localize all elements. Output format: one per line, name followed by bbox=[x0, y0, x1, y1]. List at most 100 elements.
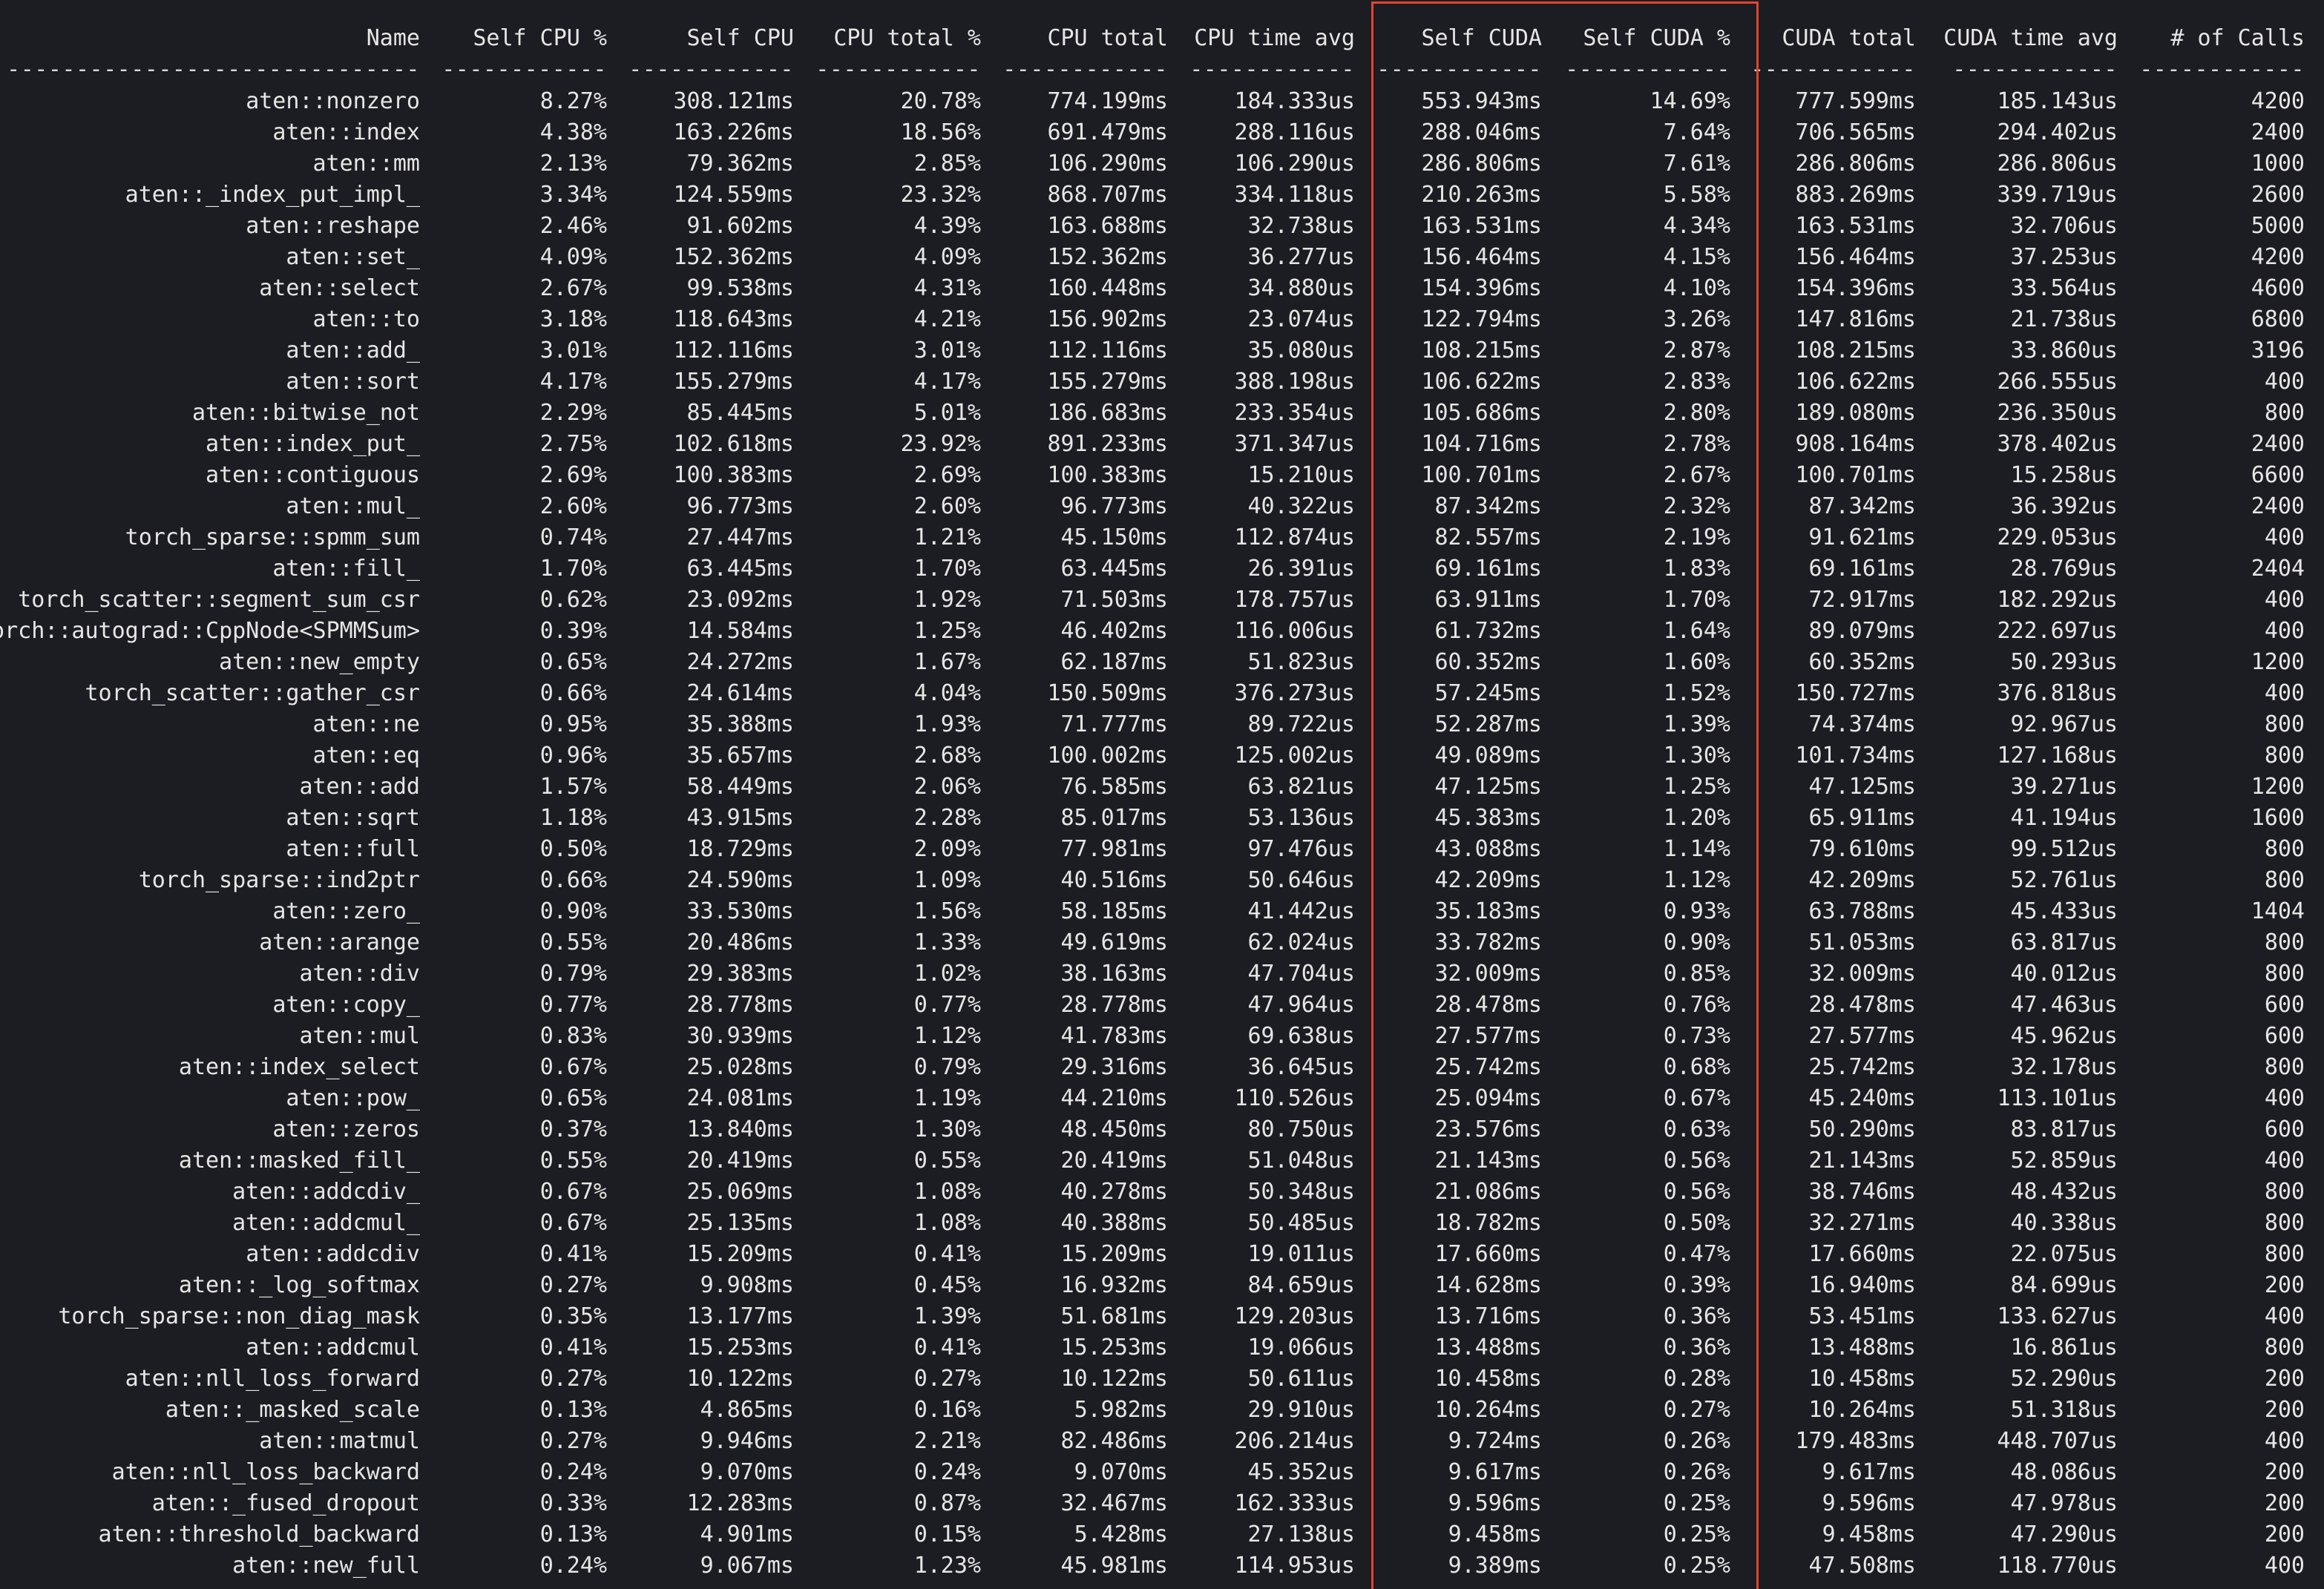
table-row: torch_scatter::segment_sum_csr 0.62% 23.09… bbox=[0, 585, 2324, 616]
cell-self-cuda-pct: 2.80% bbox=[1663, 400, 1730, 426]
cell-self-cuda: 9.617ms bbox=[1448, 1459, 1542, 1485]
cell-cuda-total: 32.009ms bbox=[1808, 961, 1917, 987]
cell-self-cpu-pct: 0.35% bbox=[539, 1303, 607, 1329]
cell-self-cuda-pct: 7.61% bbox=[1663, 151, 1730, 177]
cell-self-cpu: 13.840ms bbox=[686, 1116, 795, 1142]
separator-dashes: ------------ bbox=[2139, 56, 2305, 82]
table-row: aten::sort 4.17% 155.279ms 4.17% 155.279ms 38… bbox=[0, 366, 2324, 398]
cell-name: aten::masked_fill_ bbox=[178, 1148, 420, 1174]
cell-self-cuda: 45.383ms bbox=[1434, 805, 1543, 831]
cell-self-cpu-pct: 0.79% bbox=[539, 961, 607, 987]
cell-cuda-total: 38.746ms bbox=[1808, 1179, 1917, 1205]
cell-cuda-total: 13.488ms bbox=[1808, 1335, 1917, 1361]
cell-num-calls: 800 bbox=[2264, 1241, 2305, 1267]
cell-cpu-total: 5.428ms bbox=[1074, 1521, 1168, 1547]
cell-cpu-total: 891.233ms bbox=[1047, 431, 1168, 457]
cell-cuda-time-avg: 127.168us bbox=[1997, 743, 2118, 769]
cell-self-cpu-pct: 3.18% bbox=[539, 306, 607, 332]
cell-self-cuda-pct: 4.34% bbox=[1663, 213, 1730, 239]
cell-cpu-total: 16.932ms bbox=[1060, 1272, 1169, 1298]
cell-cuda-time-avg: 39.271us bbox=[2010, 774, 2118, 800]
cell-name: torch_sparse::spmm_sum bbox=[125, 524, 420, 550]
cell-self-cpu: 35.388ms bbox=[686, 711, 795, 737]
cell-cpu-total-pct: 1.39% bbox=[913, 1303, 981, 1329]
cell-self-cuda-pct: 0.68% bbox=[1663, 1054, 1730, 1080]
cell-cpu-time-avg: 334.118us bbox=[1234, 182, 1355, 208]
cell-cuda-time-avg: 22.075us bbox=[2010, 1241, 2118, 1267]
cell-cpu-total-pct: 0.27% bbox=[913, 1366, 981, 1392]
cell-self-cuda-pct: 2.87% bbox=[1663, 338, 1730, 363]
cell-name: aten::copy_ bbox=[272, 992, 420, 1018]
cell-name: aten::set_ bbox=[286, 244, 420, 270]
cell-num-calls: 800 bbox=[2264, 1335, 2305, 1361]
cell-name: aten::nll_loss_forward bbox=[125, 1366, 420, 1392]
cell-cuda-time-avg: 15.258us bbox=[2010, 462, 2118, 488]
cell-self-cpu-pct: 8.27% bbox=[539, 88, 607, 114]
cell-cpu-time-avg: 84.659us bbox=[1247, 1272, 1356, 1298]
cell-self-cuda: 57.245ms bbox=[1434, 680, 1543, 706]
cell-cpu-total-pct: 2.60% bbox=[913, 493, 981, 519]
header-self-cuda-pct: Self CUDA % bbox=[1583, 25, 1730, 51]
cell-self-cpu: 20.419ms bbox=[686, 1148, 795, 1174]
cell-num-calls: 600 bbox=[2264, 1023, 2305, 1049]
cell-cuda-time-avg: 32.178us bbox=[2010, 1054, 2118, 1080]
cell-self-cuda: 13.716ms bbox=[1434, 1303, 1543, 1329]
cell-self-cpu-pct: 0.74% bbox=[539, 524, 607, 550]
cell-cpu-time-avg: 26.391us bbox=[1247, 556, 1356, 582]
cell-self-cpu: 9.070ms bbox=[700, 1459, 794, 1485]
cell-self-cuda: 553.943ms bbox=[1421, 88, 1542, 114]
cell-cpu-total-pct: 23.92% bbox=[900, 431, 981, 457]
cell-cpu-total-pct: 1.23% bbox=[913, 1553, 981, 1579]
cell-self-cuda-pct: 0.85% bbox=[1663, 961, 1730, 987]
cell-cuda-total: 777.599ms bbox=[1795, 88, 1916, 114]
header-cpu-time-avg: CPU time avg bbox=[1194, 25, 1355, 51]
table-row: aten::addcmul 0.41% 15.253ms 0.41% 15.253ms 1… bbox=[0, 1332, 2324, 1363]
cell-cuda-total: 60.352ms bbox=[1808, 649, 1917, 675]
cell-cuda-total: 108.215ms bbox=[1795, 338, 1916, 363]
cell-self-cuda: 52.287ms bbox=[1434, 711, 1543, 737]
cell-cpu-time-avg: 206.214us bbox=[1234, 1428, 1355, 1454]
cell-cpu-total-pct: 1.02% bbox=[913, 961, 981, 987]
table-row: torch_sparse::spmm_sum 0.74% 27.447ms 1.21%… bbox=[0, 522, 2324, 553]
cell-self-cuda-pct: 0.56% bbox=[1663, 1148, 1730, 1174]
cell-num-calls: 400 bbox=[2264, 1085, 2305, 1111]
separator-dashes: ------------ bbox=[623, 0, 794, 12]
cell-self-cuda-pct: 0.56% bbox=[1663, 1179, 1730, 1205]
cell-self-cpu-pct: 2.69% bbox=[539, 462, 607, 488]
cell-name: orch::autograd::CppNode<SPMMSum> bbox=[0, 618, 420, 644]
cell-self-cuda: 108.215ms bbox=[1421, 338, 1542, 363]
cell-self-cpu: 155.279ms bbox=[673, 369, 794, 395]
cell-self-cpu: 4.865ms bbox=[700, 1397, 794, 1423]
header-self-cuda: Self CUDA bbox=[1421, 25, 1542, 51]
table-row: aten::nonzero 8.27% 308.121ms 20.78% 774.199… bbox=[0, 86, 2324, 117]
table-row: aten::_log_softmax 0.27% 9.908ms 0.45% 16.93… bbox=[0, 1270, 2324, 1301]
cell-self-cuda-pct: 0.90% bbox=[1663, 930, 1730, 955]
cell-cuda-total: 150.727ms bbox=[1795, 680, 1916, 706]
cell-self-cuda: 43.088ms bbox=[1434, 836, 1543, 862]
cell-self-cuda: 100.701ms bbox=[1421, 462, 1542, 488]
cell-cuda-time-avg: 236.350us bbox=[1997, 400, 2118, 426]
cell-self-cpu: 18.729ms bbox=[686, 836, 795, 862]
cell-self-cuda-pct: 1.70% bbox=[1663, 587, 1730, 613]
cell-self-cuda-pct: 5.58% bbox=[1663, 182, 1730, 208]
cell-cpu-total: 186.683ms bbox=[1047, 400, 1168, 426]
table-row: torch_sparse::non_diag_mask 0.35% 13.177ms… bbox=[0, 1301, 2324, 1332]
cell-cpu-time-avg: 371.347us bbox=[1234, 431, 1355, 457]
cell-self-cuda-pct: 4.10% bbox=[1663, 275, 1730, 301]
cell-self-cpu-pct: 2.13% bbox=[539, 151, 607, 177]
cell-num-calls: 800 bbox=[2264, 867, 2305, 893]
cell-cuda-total: 706.565ms bbox=[1795, 119, 1916, 145]
cell-name: aten::new_full bbox=[232, 1553, 420, 1579]
cell-cpu-total: 40.278ms bbox=[1060, 1179, 1169, 1205]
cell-cpu-time-avg: 178.757us bbox=[1234, 587, 1355, 613]
cell-self-cpu: 25.028ms bbox=[686, 1054, 795, 1080]
cell-num-calls: 400 bbox=[2264, 618, 2305, 644]
cell-self-cuda-pct: 2.32% bbox=[1663, 493, 1730, 519]
cell-self-cuda: 25.094ms bbox=[1434, 1085, 1543, 1111]
cell-self-cuda-pct: 2.67% bbox=[1663, 462, 1730, 488]
cell-cpu-time-avg: 62.024us bbox=[1247, 930, 1356, 955]
cell-self-cpu-pct: 0.41% bbox=[539, 1241, 607, 1267]
cell-self-cpu-pct: 0.62% bbox=[539, 587, 607, 613]
cell-self-cpu-pct: 0.39% bbox=[539, 618, 607, 644]
cell-cuda-time-avg: 47.290us bbox=[2010, 1521, 2118, 1547]
